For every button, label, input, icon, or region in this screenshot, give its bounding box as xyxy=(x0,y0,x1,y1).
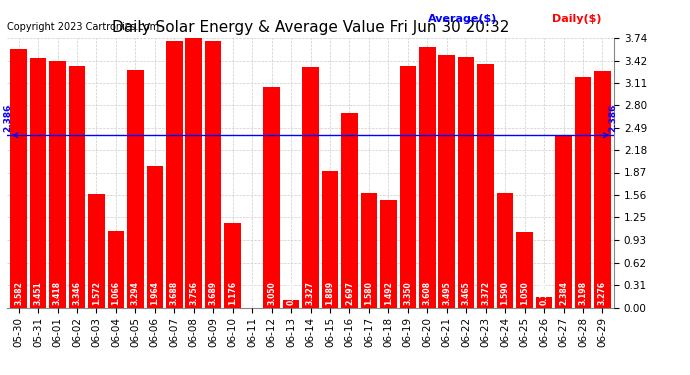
Bar xyxy=(361,194,377,308)
Bar xyxy=(594,71,611,308)
Text: 3.198: 3.198 xyxy=(578,281,587,305)
Bar xyxy=(146,166,163,308)
Text: 1.590: 1.590 xyxy=(501,282,510,305)
Text: 1.050: 1.050 xyxy=(520,282,529,305)
Text: Average($): Average($) xyxy=(428,14,497,24)
Text: 3.350: 3.350 xyxy=(404,282,413,305)
Text: 3.495: 3.495 xyxy=(442,282,451,305)
Bar xyxy=(283,300,299,307)
Text: 0.103: 0.103 xyxy=(286,282,295,305)
Text: 0.000: 0.000 xyxy=(248,282,257,305)
Text: 0.143: 0.143 xyxy=(540,282,549,305)
Text: 2.386: 2.386 xyxy=(609,104,618,132)
Text: 3.294: 3.294 xyxy=(131,282,140,305)
Bar xyxy=(516,232,533,308)
Bar xyxy=(10,49,27,308)
Text: Copyright 2023 Cartronics.com: Copyright 2023 Cartronics.com xyxy=(7,22,159,32)
Bar xyxy=(400,66,416,308)
Bar xyxy=(497,193,513,308)
Text: 2.384: 2.384 xyxy=(559,281,568,305)
Bar xyxy=(30,58,46,308)
Text: 3.608: 3.608 xyxy=(423,281,432,305)
Text: 1.176: 1.176 xyxy=(228,281,237,305)
Bar xyxy=(555,135,572,308)
Text: 3.756: 3.756 xyxy=(189,282,198,305)
Bar xyxy=(49,61,66,308)
Bar xyxy=(186,36,202,308)
Text: 2.386: 2.386 xyxy=(3,104,12,132)
Bar xyxy=(380,200,397,308)
Bar xyxy=(458,57,475,308)
Bar xyxy=(322,171,338,308)
Bar xyxy=(264,87,280,308)
Bar xyxy=(108,231,124,308)
Text: 3.327: 3.327 xyxy=(306,281,315,305)
Text: 3.276: 3.276 xyxy=(598,281,607,305)
Text: 3.346: 3.346 xyxy=(72,282,81,305)
Bar xyxy=(575,76,591,308)
Text: 3.582: 3.582 xyxy=(14,282,23,305)
Text: 3.372: 3.372 xyxy=(481,281,490,305)
Bar xyxy=(419,47,435,308)
Text: Daily($): Daily($) xyxy=(552,14,602,24)
Text: 1.889: 1.889 xyxy=(326,281,335,305)
Bar xyxy=(438,55,455,308)
Text: 1.572: 1.572 xyxy=(92,282,101,305)
Text: 3.689: 3.689 xyxy=(208,281,217,305)
Bar xyxy=(166,41,183,308)
Text: 1.964: 1.964 xyxy=(150,282,159,305)
Bar xyxy=(205,41,221,308)
Bar xyxy=(302,68,319,308)
Bar xyxy=(535,297,552,307)
Bar xyxy=(224,223,241,308)
Bar xyxy=(341,113,357,308)
Text: 1.066: 1.066 xyxy=(111,282,120,305)
Bar xyxy=(477,64,494,308)
Text: 2.697: 2.697 xyxy=(345,281,354,305)
Text: 3.451: 3.451 xyxy=(34,282,43,305)
Text: 1.580: 1.580 xyxy=(364,282,373,305)
Text: 3.050: 3.050 xyxy=(267,282,276,305)
Bar xyxy=(88,194,105,308)
Text: 3.418: 3.418 xyxy=(53,281,62,305)
Text: 3.688: 3.688 xyxy=(170,281,179,305)
Bar xyxy=(69,66,86,308)
Text: 3.465: 3.465 xyxy=(462,282,471,305)
Bar xyxy=(127,70,144,308)
Title: Daily Solar Energy & Average Value Fri Jun 30 20:32: Daily Solar Energy & Average Value Fri J… xyxy=(112,20,509,35)
Text: 1.492: 1.492 xyxy=(384,282,393,305)
